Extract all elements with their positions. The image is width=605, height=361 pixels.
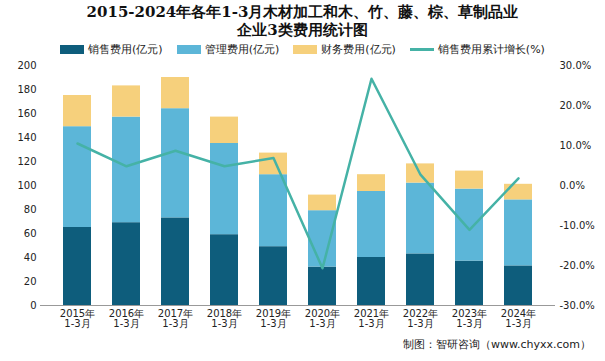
html-text:财务费用(亿元): 财务费用(亿元) xyxy=(321,43,396,56)
svg-text:20: 20 xyxy=(24,276,37,287)
svg-text:2017年1-3月: 2017年1-3月 xyxy=(158,308,193,329)
html-text:2015-2024年各年1-3月木材加工和木、竹、藤、棕、草: 2015-2024年各年1-3月木材加工和木、竹、藤、棕、草制品业企业3类费用统… xyxy=(86,3,519,39)
svg-text:140: 140 xyxy=(17,132,36,143)
svg-text:0: 0 xyxy=(30,300,36,311)
svg-text:100: 100 xyxy=(17,180,36,191)
svg-text:2024年1-3月: 2024年1-3月 xyxy=(501,308,536,329)
svg-text:2021年1-3月: 2021年1-3月 xyxy=(354,308,389,329)
html-text:制图：智研咨询（www.chyxx.com）: 制图：智研咨询（www.chyxx.com） xyxy=(403,338,591,351)
svg-text:200: 200 xyxy=(17,60,36,71)
svg-text:180: 180 xyxy=(17,84,36,95)
svg-text:2023年1-3月: 2023年1-3月 xyxy=(452,308,487,329)
svg-text:2016年1-3月: 2016年1-3月 xyxy=(109,308,144,329)
svg-text:2020年1-3月: 2020年1-3月 xyxy=(305,308,340,329)
svg-text:80: 80 xyxy=(24,204,37,215)
svg-text:2022年1-3月: 2022年1-3月 xyxy=(403,308,438,329)
svg-text:40: 40 xyxy=(24,252,37,263)
html-text:销售费用累计增长(%): 销售费用累计增长(%) xyxy=(437,43,545,56)
svg-text:2019年1-3月: 2019年1-3月 xyxy=(256,308,291,329)
svg-text:120: 120 xyxy=(17,156,36,167)
html-text:管理费用(亿元): 管理费用(亿元) xyxy=(204,43,280,56)
svg-text:0.0%: 0.0% xyxy=(560,180,585,191)
svg-text:2018年1-3月: 2018年1-3月 xyxy=(207,308,242,329)
svg-text:60: 60 xyxy=(24,228,37,239)
svg-text:2015年1-3月: 2015年1-3月 xyxy=(60,308,95,329)
svg-text:10.0%: 10.0% xyxy=(560,140,592,151)
svg-text:160: 160 xyxy=(17,108,36,119)
svg-text:-20.0%: -20.0% xyxy=(560,260,595,271)
html-text:销售费用(亿元): 销售费用(亿元) xyxy=(88,43,163,56)
svg-text:-30.0%: -30.0% xyxy=(560,300,595,311)
svg-text:30.0%: 30.0% xyxy=(560,60,592,71)
svg-text:20.0%: 20.0% xyxy=(560,100,592,111)
svg-text:-10.0%: -10.0% xyxy=(560,220,595,231)
